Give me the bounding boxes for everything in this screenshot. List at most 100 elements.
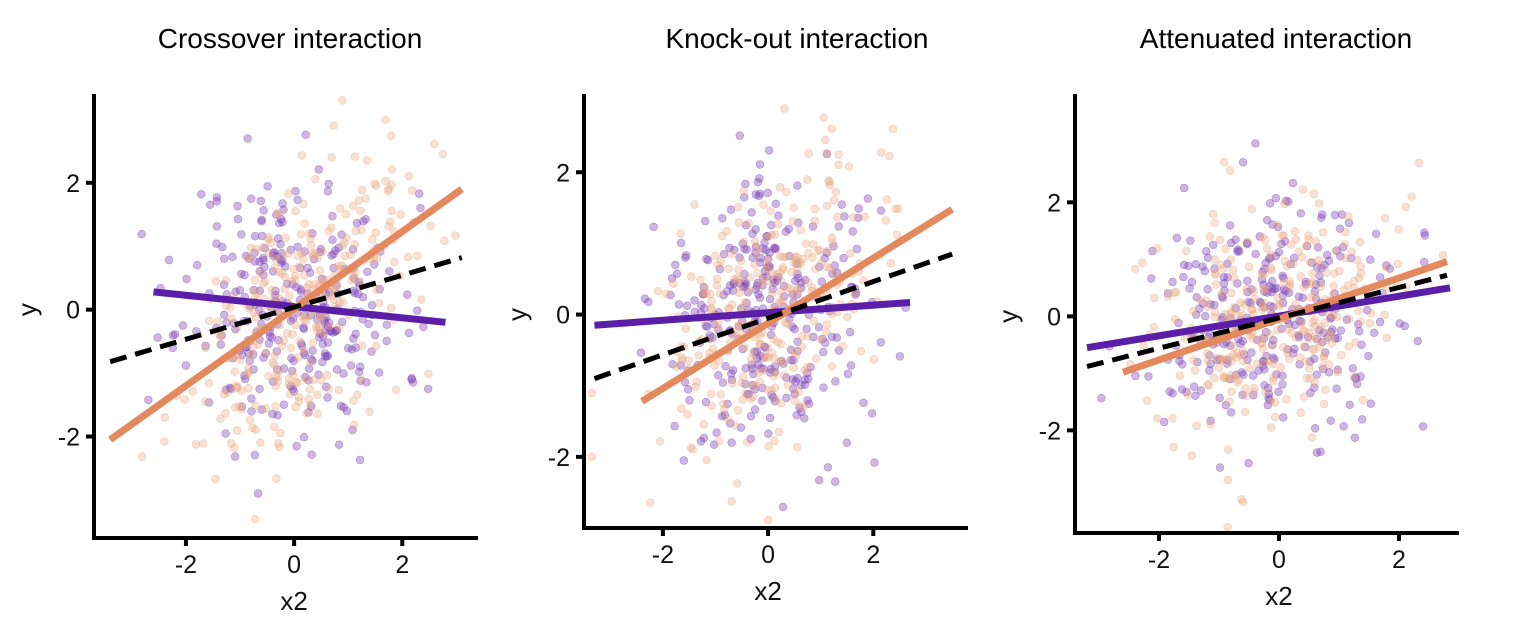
scatter-point bbox=[783, 381, 793, 390]
scatter-point bbox=[1354, 273, 1364, 282]
scatter-point bbox=[272, 347, 281, 356]
scatter-point bbox=[324, 321, 334, 331]
scatter-point bbox=[1223, 445, 1233, 454]
scatter-point bbox=[1238, 337, 1248, 346]
overall-fit-line bbox=[109, 255, 463, 365]
scatter-point bbox=[741, 364, 750, 373]
scatter-point bbox=[1265, 199, 1275, 208]
x-tick-label: -2 bbox=[175, 551, 197, 579]
scatter-point bbox=[790, 396, 799, 406]
scatter-point bbox=[1310, 315, 1319, 325]
scatter-point bbox=[792, 411, 801, 420]
scatter-point bbox=[1239, 356, 1248, 366]
scatter-point bbox=[1210, 373, 1219, 383]
scatter-point bbox=[350, 152, 360, 161]
scatter-point bbox=[232, 426, 242, 435]
scatter-point bbox=[1305, 258, 1315, 267]
scatter-point bbox=[318, 247, 327, 256]
scatter-point bbox=[306, 234, 315, 243]
scatter-point bbox=[1307, 433, 1317, 442]
scatter-point bbox=[334, 322, 343, 332]
scatter-point bbox=[1262, 216, 1272, 225]
scatter-point bbox=[291, 187, 300, 196]
scatter-point bbox=[1249, 390, 1258, 400]
scatter-point bbox=[819, 383, 828, 392]
scatter-point bbox=[1243, 288, 1252, 297]
scatter-point bbox=[1170, 315, 1180, 324]
scatter-point bbox=[273, 377, 282, 386]
scatter-point bbox=[383, 186, 393, 196]
scatter-point bbox=[1229, 350, 1238, 359]
scatter-point bbox=[706, 389, 716, 399]
scatter-point bbox=[815, 245, 824, 255]
scatter-point bbox=[296, 230, 305, 239]
scatter-point bbox=[827, 362, 837, 371]
group-fit-line bbox=[594, 299, 911, 329]
scatter-point bbox=[419, 322, 428, 332]
scatter-point bbox=[640, 294, 650, 303]
scatter-point bbox=[789, 203, 798, 212]
scatter-point bbox=[244, 363, 253, 372]
scatter-point bbox=[285, 291, 294, 300]
scatter-point bbox=[770, 436, 779, 446]
scatter-point bbox=[254, 340, 263, 349]
scatter-point bbox=[390, 257, 399, 267]
scatter-point bbox=[834, 160, 843, 170]
scatter-point bbox=[1139, 341, 1148, 350]
scatter-point bbox=[245, 415, 255, 425]
scatter-point bbox=[201, 397, 210, 406]
scatter-point bbox=[779, 292, 789, 301]
scatter-point bbox=[262, 348, 271, 358]
scatter-point bbox=[794, 388, 803, 397]
scatter-point bbox=[1241, 391, 1251, 400]
scatter-point bbox=[1203, 302, 1212, 311]
scatter-point bbox=[1185, 284, 1194, 293]
scatter-point bbox=[1243, 276, 1252, 286]
scatter-point bbox=[1223, 273, 1232, 282]
scatter-point bbox=[1200, 266, 1210, 276]
scatter-point bbox=[144, 395, 153, 405]
scatter-point bbox=[396, 210, 405, 219]
scatter-point bbox=[221, 276, 231, 285]
scatter-point bbox=[252, 245, 261, 254]
scatter-point bbox=[1262, 352, 1271, 361]
scatter-point bbox=[372, 285, 382, 295]
panel-title: Attenuated interaction bbox=[1140, 23, 1412, 54]
scatter-point bbox=[876, 338, 885, 347]
scatter-point bbox=[1282, 262, 1292, 271]
scatter-point bbox=[685, 396, 694, 405]
scatter-point bbox=[1324, 256, 1334, 265]
scatter-point bbox=[737, 379, 747, 388]
scatter-point bbox=[741, 389, 750, 398]
scatter-point bbox=[734, 218, 744, 227]
scatter-point bbox=[367, 301, 377, 310]
scatter-point bbox=[755, 377, 765, 387]
scatter-point bbox=[231, 287, 240, 296]
scatter-point bbox=[848, 227, 857, 236]
scatter-point bbox=[1260, 358, 1269, 367]
scatter-point bbox=[1393, 259, 1402, 269]
scatter-point bbox=[838, 342, 847, 351]
scatter-point bbox=[1219, 279, 1229, 288]
scatter-point bbox=[263, 182, 272, 191]
scatter-point bbox=[355, 455, 365, 465]
scatter-point bbox=[810, 216, 820, 226]
scatter-point bbox=[797, 342, 807, 351]
scatter-point bbox=[772, 395, 781, 404]
scatter-point bbox=[356, 375, 366, 384]
scatter-point bbox=[804, 149, 813, 158]
scatter-point bbox=[1310, 291, 1320, 300]
scatter-point bbox=[774, 299, 783, 308]
scatter-point bbox=[271, 381, 280, 391]
scatter-point bbox=[1235, 247, 1244, 256]
scatter-point bbox=[1271, 413, 1280, 422]
y-tick-label: 0 bbox=[1047, 303, 1061, 331]
scatter-point bbox=[336, 204, 345, 213]
scatter-point bbox=[814, 323, 824, 332]
scatter-point bbox=[1321, 385, 1330, 395]
x-tick-label: 2 bbox=[395, 551, 409, 579]
scatter-point bbox=[233, 214, 243, 224]
scatter-point bbox=[778, 502, 788, 512]
scatter-point bbox=[299, 255, 308, 264]
scatter-point bbox=[1215, 355, 1224, 364]
